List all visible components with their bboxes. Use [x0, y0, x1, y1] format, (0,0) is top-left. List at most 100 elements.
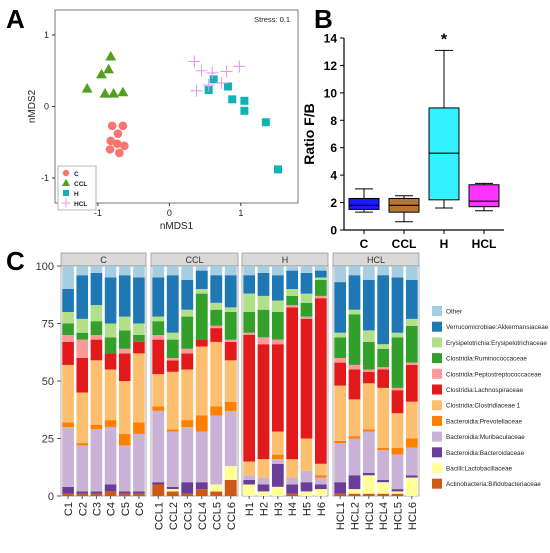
bar-c5 [118, 266, 131, 496]
y-tick-label: 14 [324, 32, 338, 46]
bar-segment [76, 318, 89, 333]
bar-segment [348, 275, 361, 310]
bar-segment [377, 266, 390, 276]
bar-segment [405, 325, 418, 363]
data-point [115, 148, 124, 158]
bar-segment [166, 486, 179, 490]
bar-segment [133, 491, 145, 494]
bar-segment [104, 420, 117, 427]
y-axis-title: Ratio F/B [301, 103, 317, 164]
legend-label: Bacilli:Lactobacillaceae [446, 466, 513, 473]
legend-label: Other [446, 309, 463, 316]
bar-segment [62, 493, 74, 496]
x-tick-label: CCL3 [182, 502, 194, 530]
facet-panel [332, 265, 420, 497]
legend-swatch [432, 415, 442, 426]
bar-segment [391, 493, 404, 496]
bar-segment [166, 332, 179, 340]
data-point [103, 63, 115, 74]
facet-strip-label: C [100, 255, 107, 265]
bar-segment [118, 353, 131, 381]
bar-segment [286, 307, 299, 460]
bar-h6 [314, 266, 327, 496]
bar-segment [391, 489, 404, 492]
bar-segment [104, 337, 117, 354]
bar-segment [377, 450, 390, 480]
bar-segment [405, 266, 418, 280]
data-point [108, 88, 120, 98]
bar-segment [104, 427, 117, 485]
x-tick-label: -1 [94, 208, 102, 218]
bar-segment [62, 323, 74, 335]
bar-segment [181, 427, 194, 483]
bar-segment [76, 358, 89, 393]
data-point [188, 55, 201, 68]
x-tick-label: CCL6 [226, 502, 238, 530]
bar-segment [104, 323, 117, 338]
bar-segment [90, 305, 103, 322]
bar-segment [271, 266, 284, 276]
bar-segment [257, 266, 270, 273]
bar-segment [210, 484, 223, 492]
bar-segment [362, 429, 375, 432]
x-tick-label: H1 [244, 502, 256, 516]
bar-segment [152, 266, 165, 278]
y-tick-label: 0 [48, 491, 54, 503]
bar-segment [286, 484, 299, 494]
bar-segment [300, 302, 313, 317]
bar-segment [334, 358, 347, 363]
bar-segment [348, 436, 361, 439]
bar-hcl4 [377, 266, 390, 496]
bar-segment [348, 399, 361, 437]
y-tick-label: 75 [42, 319, 54, 331]
panel-letter-a: A [6, 4, 25, 34]
bar-segment [405, 362, 418, 365]
facet-panel [241, 265, 329, 497]
bar-segment [271, 300, 284, 312]
bar-segment [166, 358, 179, 361]
bar-segment [348, 314, 361, 365]
y-tick-label: 12 [324, 59, 338, 73]
bar-segment [377, 348, 390, 368]
bar-segment [334, 482, 347, 494]
bar-segment [195, 293, 208, 340]
bar-segment [300, 293, 313, 303]
bar-segment [90, 339, 103, 361]
bar-segment [166, 431, 179, 487]
bar-segment [286, 459, 299, 478]
bar-segment [314, 484, 327, 490]
bar-segment [104, 353, 117, 370]
bar-c1 [62, 266, 74, 496]
x-tick-label: CCL [392, 237, 417, 251]
bar-segment [405, 477, 418, 496]
facet-strip-label: CCL [185, 255, 203, 265]
bar-segment [90, 266, 103, 273]
legend-swatch [432, 353, 442, 364]
bar-segment [166, 489, 179, 492]
data-point [223, 82, 232, 91]
bar-segment [377, 493, 390, 496]
bar-segment [362, 369, 375, 372]
legend-label: Erysipelotrichia:Erysipelotrichaceae [446, 340, 547, 347]
bar-segment [334, 282, 347, 333]
bar-segment [76, 491, 89, 494]
bar-segment [362, 330, 375, 342]
data-point [220, 65, 233, 78]
bar-segment [243, 266, 256, 276]
bar-segment [391, 413, 404, 448]
y-tick-label: 0 [44, 102, 49, 112]
data-point [117, 86, 129, 97]
legend-label: Actinobacteria:Bifidobacteriaceae [446, 481, 541, 488]
y-tick-label: 4 [330, 169, 337, 183]
bar-segment [133, 433, 145, 492]
bar-ccl1 [152, 266, 165, 496]
bar-h1 [243, 266, 256, 496]
bar-segment [224, 339, 237, 342]
bar-segment [362, 473, 375, 476]
bar-segment [243, 275, 256, 294]
data-point [209, 75, 218, 84]
bar-segment [118, 330, 131, 349]
data-point [99, 88, 111, 98]
